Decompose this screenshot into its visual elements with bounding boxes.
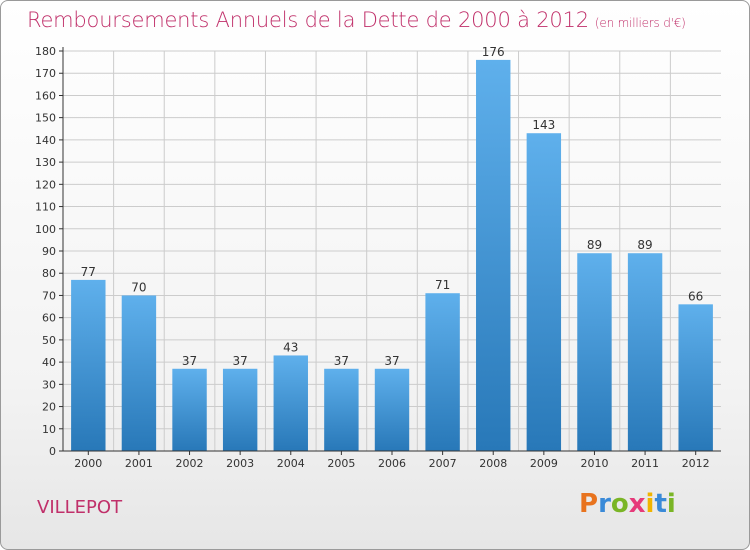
y-tick-label: 10 (42, 423, 56, 436)
bar-value-label: 89 (637, 238, 652, 252)
y-tick-label: 0 (49, 445, 56, 458)
labels: 0 10 20 30 40 50 60 70 80 90 100 110 120 130 140 150 160… (35, 45, 710, 470)
y-tick-label: 40 (42, 356, 56, 369)
bar (577, 253, 612, 451)
bar (476, 59, 511, 452)
bar (627, 253, 663, 451)
x-tick-label: 2001 (125, 457, 153, 470)
y-tick-label: 100 (35, 223, 56, 236)
y-tick-label: 20 (42, 401, 56, 414)
x-tick-label: 2010 (580, 457, 608, 470)
y-tick-label: 170 (35, 67, 56, 80)
bars (71, 59, 713, 452)
chart-title-text: Remboursements Annuels de la Dette de 20… (27, 8, 589, 32)
bar (374, 368, 410, 451)
x-tick-label: 2009 (530, 457, 558, 470)
y-tick-label: 150 (35, 112, 56, 125)
y-tick-label: 110 (35, 201, 56, 214)
y-tick-label: 180 (35, 45, 56, 58)
proxiti-logo: Proxiti (579, 489, 676, 519)
logo-letter: i (666, 489, 676, 519)
y-tick-label: 140 (35, 134, 56, 147)
bar (425, 293, 460, 451)
x-tick-label: 2006 (378, 457, 406, 470)
logo-letter: x (628, 489, 646, 519)
bar (172, 368, 207, 451)
chart-subtitle: (en milliers d'€) (594, 16, 686, 30)
logo-letter: i (645, 489, 655, 519)
y-tick-label: 50 (42, 334, 56, 347)
bar-value-label: 43 (283, 340, 298, 354)
bar-value-label: 77 (81, 265, 96, 279)
bar-value-label: 143 (532, 118, 555, 132)
x-tick-label: 2002 (176, 457, 204, 470)
x-tick-label: 2012 (682, 457, 710, 470)
logo-letter: t (654, 489, 667, 519)
bar-value-label: 37 (233, 354, 248, 368)
x-tick-label: 2005 (327, 457, 355, 470)
logo-letter: r (598, 489, 611, 519)
x-tick-label: 2000 (74, 457, 102, 470)
bar (526, 133, 562, 451)
y-tick-label: 80 (42, 267, 56, 280)
x-tick-label: 2008 (479, 457, 507, 470)
bar-value-label: 70 (131, 280, 146, 294)
chart-title: Remboursements Annuels de la Dette de 20… (27, 8, 686, 32)
y-tick-label: 120 (35, 178, 56, 191)
bar-value-label: 71 (435, 278, 450, 292)
y-tick-label: 160 (35, 89, 56, 102)
y-tick-label: 130 (35, 156, 56, 169)
y-tick-label: 70 (42, 289, 56, 302)
x-tick-label: 2004 (277, 457, 305, 470)
bar-value-label: 37 (384, 354, 399, 368)
bar (273, 355, 308, 451)
bar (324, 368, 359, 451)
y-tick-label: 30 (42, 378, 56, 391)
bar-value-label: 66 (688, 289, 703, 303)
logo-letter: P (579, 489, 599, 519)
x-tick-label: 2011 (631, 457, 659, 470)
bar (121, 295, 157, 451)
bar-value-label: 37 (334, 354, 349, 368)
commune-name: VILLEPOT (37, 497, 123, 518)
axes (59, 47, 721, 455)
x-tick-label: 2007 (429, 457, 457, 470)
logo-letter: o (610, 489, 629, 519)
bar (222, 368, 258, 451)
bar (71, 279, 106, 451)
x-tick-label: 2003 (226, 457, 254, 470)
bar-value-label: 37 (182, 354, 197, 368)
bar-value-label: 89 (587, 238, 602, 252)
bar-value-label: 176 (482, 45, 505, 59)
y-tick-label: 60 (42, 312, 56, 325)
bar (678, 304, 713, 451)
y-tick-label: 90 (42, 245, 56, 258)
